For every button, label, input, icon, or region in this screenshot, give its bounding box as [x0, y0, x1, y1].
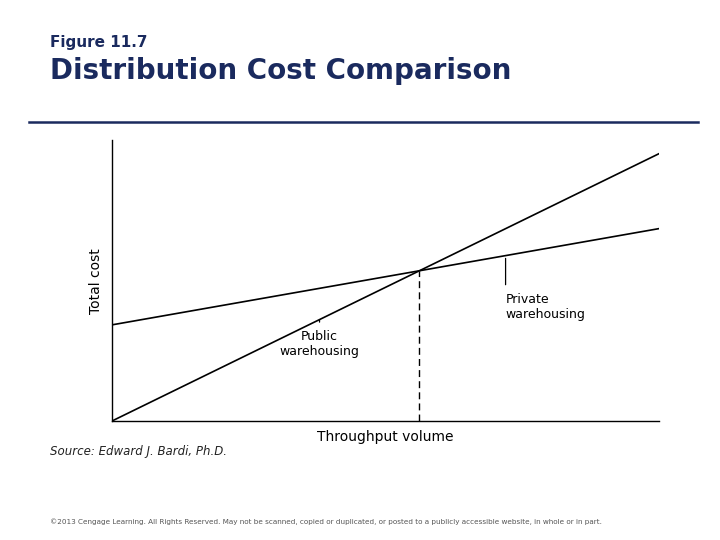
Text: ©2013 Cengage Learning. All Rights Reserved. May not be scanned, copied or dupli: ©2013 Cengage Learning. All Rights Reser… [50, 518, 602, 525]
X-axis label: Throughput volume: Throughput volume [317, 429, 454, 443]
Text: Figure 11.7: Figure 11.7 [50, 35, 148, 50]
Text: Distribution Cost Comparison: Distribution Cost Comparison [50, 57, 512, 85]
Y-axis label: Total cost: Total cost [89, 248, 103, 314]
Text: Public
warehousing: Public warehousing [279, 330, 359, 358]
Text: Private
warehousing: Private warehousing [505, 293, 585, 321]
Text: Source: Edward J. Bardi, Ph.D.: Source: Edward J. Bardi, Ph.D. [50, 446, 228, 458]
